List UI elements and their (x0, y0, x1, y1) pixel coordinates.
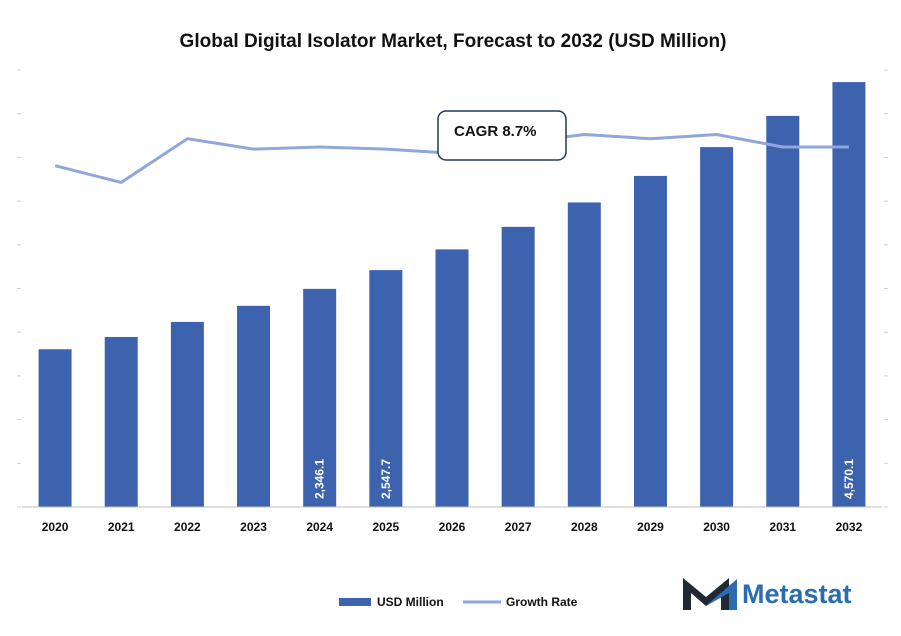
legend-label-usd-million: USD Million (377, 595, 444, 609)
bar-2032 (832, 82, 866, 507)
legend-swatch-usd-million (339, 598, 371, 606)
bar-2026 (435, 249, 469, 508)
bar-2023 (237, 305, 271, 507)
legend: USD Million Growth Rate (339, 595, 578, 609)
x-tick-label-2020: 2020 (42, 520, 69, 534)
bar-2030 (700, 147, 734, 507)
metastat-logo: Metastat (683, 578, 852, 610)
x-tick-label-2028: 2028 (571, 520, 598, 534)
bar-data-label-2024: 2,346.1 (313, 459, 327, 499)
metastat-logo-text: Metastat (742, 579, 852, 609)
bar-2021 (104, 336, 138, 507)
bar-2025 (369, 270, 403, 507)
bar-2028 (567, 202, 601, 507)
x-tick-label-2029: 2029 (637, 520, 664, 534)
chart-title: Global Digital Isolator Market, Forecast… (180, 31, 727, 52)
bar-data-label-2032: 4,570.1 (842, 459, 856, 499)
bar-data-labels: 2,346.1 2,547.7 4,570.1 (313, 459, 856, 499)
left-axis-ticks (17, 69, 21, 508)
x-tick-label-2030: 2030 (703, 520, 730, 534)
x-tick-label-2024: 2024 (306, 520, 333, 534)
x-tick-label-2022: 2022 (174, 520, 201, 534)
x-axis-tick-labels: 2020 2021 2022 2023 2024 2025 2026 2027 2028 2029… (42, 520, 863, 534)
cagr-box (437, 110, 567, 161)
bar-series (38, 82, 866, 508)
x-tick-label-2023: 2023 (240, 520, 267, 534)
x-tick-label-2027: 2027 (505, 520, 532, 534)
x-tick-label-2031: 2031 (769, 520, 796, 534)
cagr-callout: CAGR 8.7% (437, 110, 567, 161)
bar-2029 (633, 175, 667, 507)
x-tick-label-2032: 2032 (836, 520, 863, 534)
x-tick-label-2021: 2021 (108, 520, 135, 534)
metastat-logo-mark-icon (683, 578, 737, 610)
bar-2031 (766, 115, 800, 507)
bar-2027 (501, 226, 535, 507)
legend-label-growth-rate: Growth Rate (506, 595, 578, 609)
x-tick-label-2025: 2025 (372, 520, 399, 534)
cagr-label: CAGR 8.7% (454, 123, 537, 140)
bar-2020 (38, 349, 72, 507)
x-tick-label-2026: 2026 (439, 520, 466, 534)
bar-2022 (170, 321, 204, 507)
bar-2024 (303, 288, 337, 507)
right-axis-ticks (884, 69, 888, 508)
bar-data-label-2025: 2,547.7 (379, 459, 393, 499)
